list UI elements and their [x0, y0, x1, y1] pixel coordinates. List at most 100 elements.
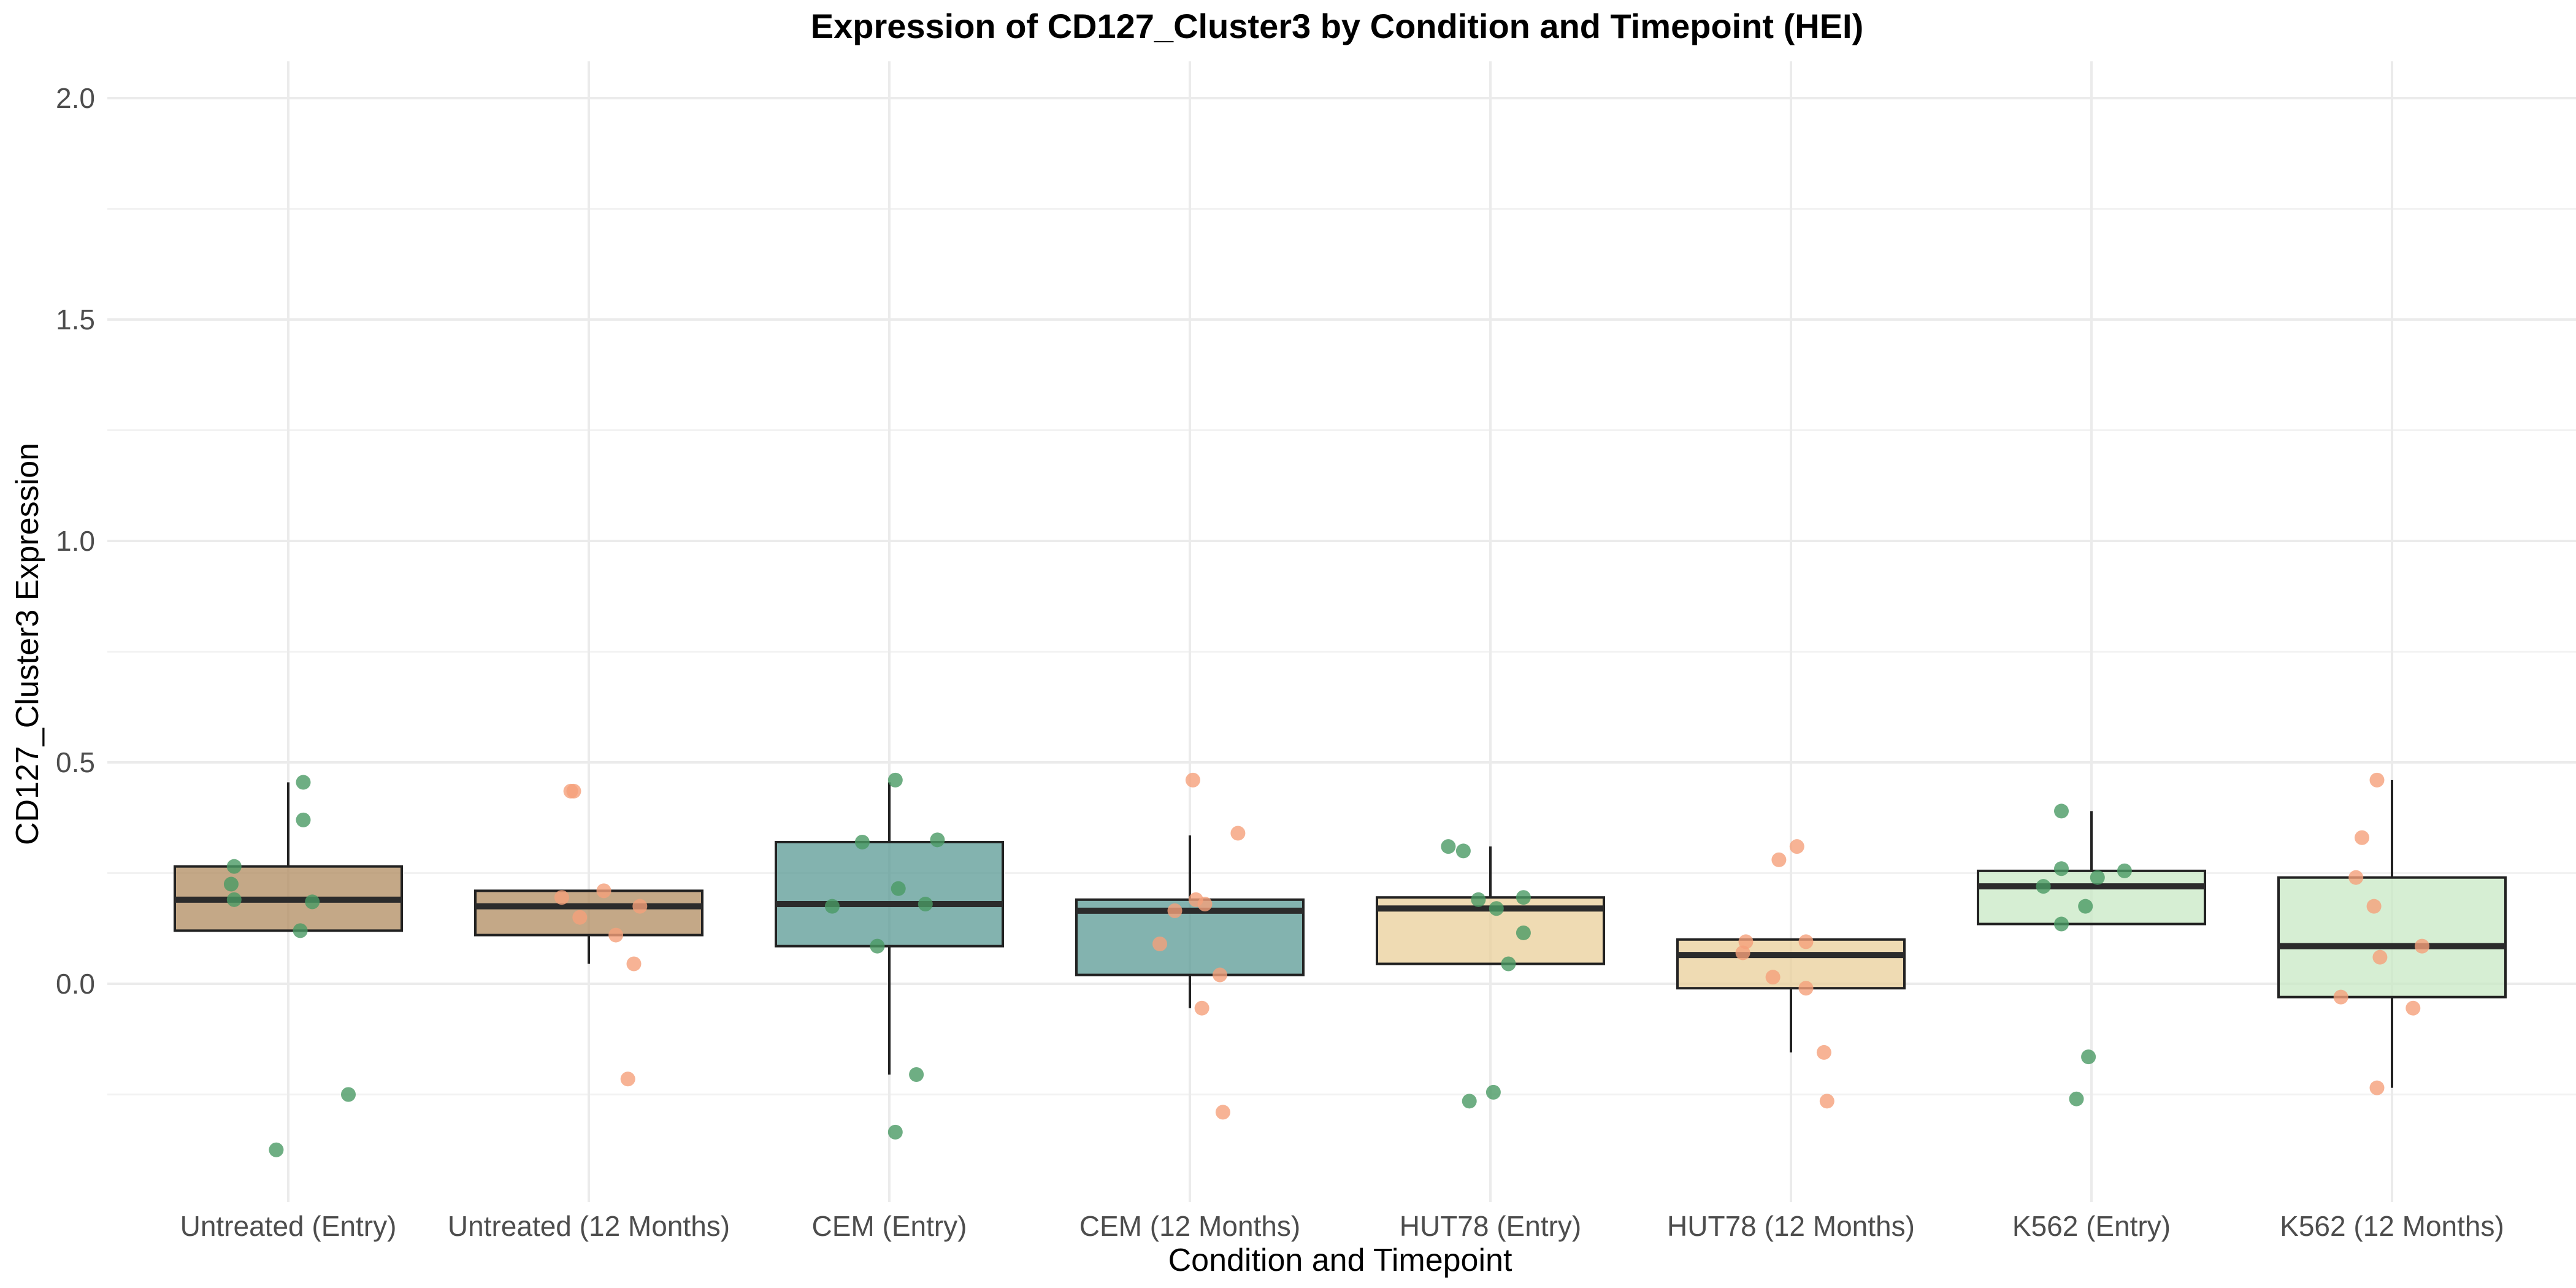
- data-point: [1462, 1094, 1477, 1109]
- data-point: [296, 812, 311, 827]
- data-point: [1152, 937, 1167, 952]
- data-point: [1167, 903, 1183, 918]
- box-iqr: [474, 889, 703, 937]
- y-tick-label: 1.0: [56, 525, 95, 557]
- data-point: [1471, 892, 1486, 907]
- data-point: [2054, 861, 2069, 876]
- data-point: [1230, 826, 1246, 841]
- y-axis-label: CD127_Cluster3 Expression: [10, 443, 45, 845]
- data-point: [626, 956, 642, 972]
- box-2: [474, 889, 703, 964]
- chart-title: Expression of CD127_Cluster3 by Conditio…: [811, 7, 1864, 45]
- data-point: [2036, 879, 2051, 894]
- data-point: [632, 899, 648, 914]
- box-1: [174, 782, 403, 932]
- data-point: [554, 890, 569, 905]
- y-axis-tick-labels: 0.0 0.5 1.0 1.5 2.0: [56, 82, 95, 1000]
- data-point: [2369, 772, 2385, 788]
- x-tick-label: Untreated (12 Months): [448, 1210, 730, 1242]
- data-point: [1798, 981, 1814, 996]
- box-iqr: [1676, 938, 1906, 990]
- x-tick-label: HUT78 (12 Months): [1667, 1210, 1915, 1242]
- data-point: [2372, 949, 2388, 965]
- data-point: [223, 876, 239, 892]
- data-point: [572, 910, 588, 925]
- box-iqr: [2277, 876, 2507, 999]
- x-axis-label: Condition and Timepoint: [1168, 1243, 1512, 1278]
- box-8: [2277, 780, 2507, 1088]
- data-point: [566, 783, 581, 799]
- data-point: [1213, 967, 1227, 983]
- data-point: [1516, 890, 1531, 905]
- data-point: [909, 1067, 924, 1083]
- data-point: [226, 859, 242, 874]
- data-point: [2348, 870, 2364, 885]
- box-plot-boxes: [174, 780, 2507, 1088]
- box-3: [775, 782, 1004, 1075]
- y-tick-label: 2.0: [56, 82, 95, 114]
- x-tick-label: HUT78 (Entry): [1400, 1210, 1581, 1242]
- data-point: [1789, 839, 1804, 854]
- data-point: [930, 832, 945, 848]
- data-point: [1516, 925, 1531, 940]
- data-point: [854, 834, 870, 849]
- data-point: [620, 1071, 635, 1087]
- data-point: [2081, 1049, 2096, 1065]
- data-point: [226, 892, 242, 907]
- jitter-points: [223, 772, 2429, 1157]
- data-point: [596, 883, 611, 899]
- data-point: [2078, 899, 2093, 914]
- box-6: [1676, 938, 1906, 1052]
- data-point: [870, 938, 885, 954]
- y-tick-label: 0.0: [56, 968, 95, 1000]
- x-tick-label: Untreated (Entry): [180, 1210, 397, 1242]
- data-point: [2333, 989, 2348, 1005]
- y-tick-label: 0.5: [56, 746, 95, 778]
- data-point: [1738, 934, 1754, 949]
- data-point: [891, 881, 906, 896]
- data-point: [1185, 772, 1200, 788]
- data-point: [305, 894, 320, 910]
- y-tick-label: 1.5: [56, 304, 95, 335]
- data-point: [1501, 956, 1516, 972]
- x-tick-label: CEM (Entry): [812, 1210, 967, 1242]
- data-point: [2415, 938, 2429, 954]
- data-point: [296, 775, 311, 790]
- data-point: [1816, 1045, 1831, 1060]
- data-point: [2405, 1000, 2421, 1016]
- data-point: [1771, 852, 1787, 867]
- box-iqr: [775, 840, 1004, 948]
- data-point: [2369, 1080, 2385, 1095]
- data-point: [2117, 863, 2132, 878]
- data-point: [608, 927, 624, 943]
- data-point: [341, 1087, 356, 1102]
- data-point: [2366, 899, 2382, 914]
- data-point: [918, 897, 933, 912]
- data-point: [1194, 1000, 1209, 1016]
- data-point: [824, 899, 840, 914]
- data-point: [269, 1142, 284, 1157]
- data-point: [1798, 934, 1814, 949]
- x-tick-label: K562 (12 Months): [2280, 1210, 2504, 1242]
- x-tick-label: K562 (Entry): [2012, 1210, 2171, 1242]
- data-point: [2090, 870, 2105, 885]
- data-point: [2054, 803, 2069, 819]
- x-axis-tick-labels: Untreated (Entry) Untreated (12 Months) CE…: [180, 1210, 2504, 1242]
- x-tick-label: CEM (12 Months): [1079, 1210, 1300, 1242]
- data-point: [1215, 1105, 1230, 1120]
- box-4: [1075, 835, 1305, 1008]
- data-point: [293, 923, 308, 938]
- data-point: [1819, 1094, 1834, 1109]
- data-point: [1197, 897, 1213, 912]
- data-point: [1765, 970, 1781, 985]
- minor-gridlines: [107, 208, 2576, 1095]
- data-point: [1485, 1084, 1501, 1100]
- data-point: [2054, 916, 2069, 932]
- data-point: [2069, 1091, 2084, 1106]
- data-point: [1455, 843, 1471, 859]
- data-point: [887, 1124, 903, 1140]
- data-point: [1441, 839, 1456, 854]
- data-point: [887, 772, 903, 788]
- data-point: [1735, 945, 1750, 960]
